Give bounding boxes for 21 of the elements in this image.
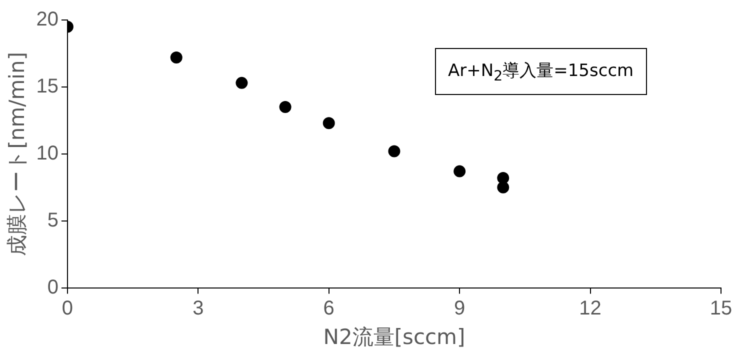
point — [388, 145, 400, 158]
x-tick-label: 9 — [454, 297, 466, 320]
x-tick-label: 0 — [62, 297, 74, 320]
x-axis-title: N2流量[sccm] — [323, 324, 466, 349]
y-tick-label: 5 — [47, 209, 58, 232]
annotation: Ar+N$_{2}$導入量=15sccm — [435, 48, 647, 96]
point — [454, 165, 466, 178]
x-tick-label: 12 — [579, 297, 602, 320]
y-tick-label: 0 — [47, 276, 58, 298]
y-axis-title: 成膜レート[nm/min] — [5, 52, 30, 256]
x-tick-label: 6 — [323, 297, 334, 320]
point — [322, 117, 335, 130]
y-tick-label: 10 — [36, 142, 58, 164]
y-tick-label: 15 — [36, 75, 58, 98]
point — [236, 76, 248, 89]
y-tick-label: 20 — [36, 8, 58, 31]
point — [279, 101, 292, 114]
point — [497, 181, 510, 194]
x-tick-label: 15 — [710, 297, 732, 320]
x-tick-label: 3 — [192, 297, 204, 320]
point — [170, 51, 182, 64]
